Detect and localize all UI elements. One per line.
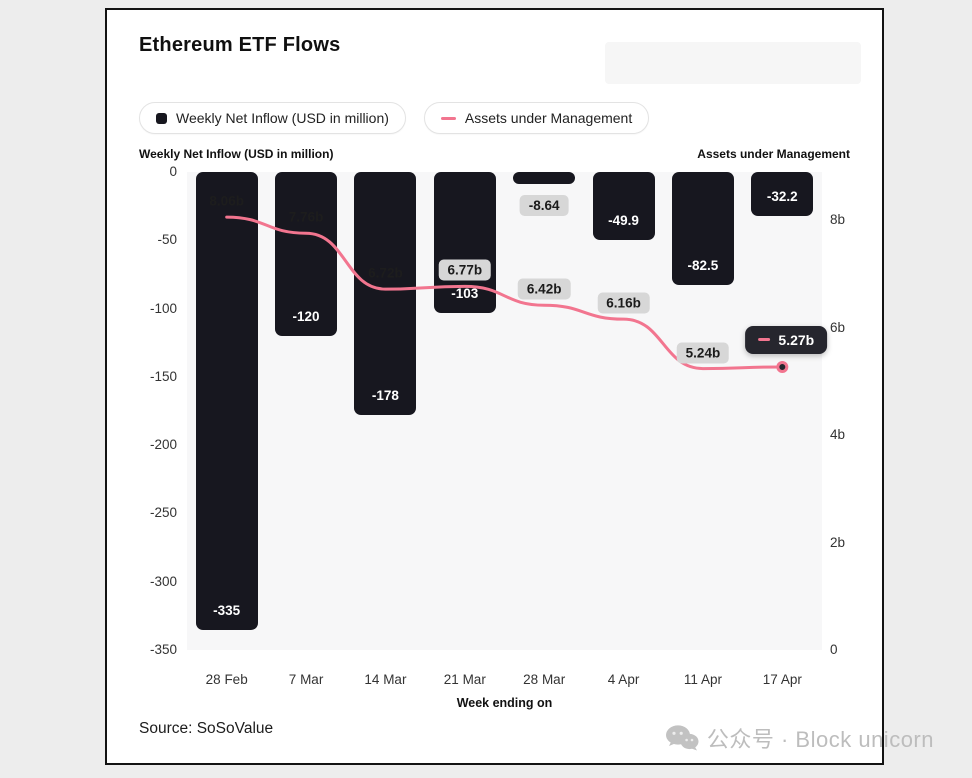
y-tick-left: -100 xyxy=(149,300,177,316)
left-axis-ticks: 0 -50 -100 -150 -200 -250 -300 -350 xyxy=(107,164,177,657)
x-tick-11-apr: 11 Apr xyxy=(683,672,722,687)
y-tick-right: 4b xyxy=(830,427,846,443)
aum-value-label: 5.24b xyxy=(676,342,730,364)
line-swatch-icon xyxy=(440,116,456,120)
x-tick-14-mar: 14 Mar xyxy=(364,672,407,687)
y-tick-left: -350 xyxy=(149,642,177,657)
aum-value-label: 7.76b xyxy=(288,209,324,225)
bar-value-label: -32.2 xyxy=(766,188,798,204)
aum-value-label: 6.77b xyxy=(438,259,492,281)
legend-label-aum: Assets under Management xyxy=(464,110,633,126)
plot-area: -335 -120 -178 -103 -8.64 -49.9 -82.5 -32.2 8.06… xyxy=(187,172,828,650)
aum-value-label: 8.06b xyxy=(209,193,244,209)
y-tick-right: 6b xyxy=(830,319,846,335)
x-axis-ticks: 28 Feb 7 Mar 14 Mar 21 Mar 28 Mar 4 Apr 11 Apr… xyxy=(187,666,822,687)
chart-area: 0 -50 -100 -150 -200 -250 -300 -350 -335 -120 -17… xyxy=(107,164,886,717)
source-credit: Source: SoSoValue xyxy=(139,720,274,737)
bar-17-apr[interactable] xyxy=(751,172,814,216)
bar-7-mar[interactable] xyxy=(275,172,338,336)
wechat-icon xyxy=(665,725,699,751)
bar-11-apr[interactable] xyxy=(671,172,734,285)
right-axis-ticks: 8b 6b 4b 2b 0 xyxy=(830,172,886,657)
aum-tooltip: 5.27b xyxy=(745,325,828,354)
right-axis-title: Assets under Management xyxy=(697,147,850,161)
bar-value-label: -8.64 xyxy=(519,194,569,216)
y-tick-left: -50 xyxy=(157,232,177,248)
aum-value-label: 6.42b xyxy=(517,278,571,300)
legend-item-aum[interactable]: Assets under Management xyxy=(423,102,650,134)
x-axis-title: Week ending on xyxy=(456,696,553,710)
x-tick-28-feb: 28 Feb xyxy=(205,672,248,687)
y-tick-left: -250 xyxy=(149,505,177,521)
aum-value-label: 6.72b xyxy=(368,265,403,281)
chart-title: Ethereum ETF Flows xyxy=(139,34,341,56)
x-tick-4-apr: 4 Apr xyxy=(607,672,640,687)
bar-28-mar[interactable] xyxy=(513,172,576,184)
brand-watermark: 公众号 · Block unicorn xyxy=(665,722,934,754)
bar-swatch-icon xyxy=(156,112,167,124)
x-tick-17-apr: 17 Apr xyxy=(762,672,802,687)
x-tick-21-mar: 21 Mar xyxy=(443,672,486,687)
y-tick-left: -150 xyxy=(149,368,177,384)
y-tick-right: 2b xyxy=(830,534,846,550)
y-tick-right: 8b xyxy=(830,212,846,228)
tooltip-line-swatch-icon xyxy=(758,338,771,342)
aum-line-layer xyxy=(225,215,789,373)
legend: Weekly Net Inflow (USD in million) Asset… xyxy=(139,102,650,134)
bar-value-label: -103 xyxy=(451,285,479,301)
bar-value-label: -49.9 xyxy=(608,213,639,229)
legend-item-net-inflow[interactable]: Weekly Net Inflow (USD in million) xyxy=(139,102,406,134)
brand-watermark-text: 公众号 · Block unicorn xyxy=(706,727,934,752)
y-tick-left: -200 xyxy=(149,437,177,453)
y-tick-left: 0 xyxy=(169,164,177,179)
legend-label-net-inflow: Weekly Net Inflow (USD in million) xyxy=(176,110,389,126)
y-tick-left: -300 xyxy=(149,573,177,589)
bar-14-mar[interactable] xyxy=(354,172,417,416)
x-tick-28-mar: 28 Mar xyxy=(523,672,566,687)
bar-value-label: -82.5 xyxy=(687,257,719,273)
x-tick-7-mar: 7 Mar xyxy=(288,672,324,687)
aum-point-marker[interactable] xyxy=(776,360,789,373)
left-axis-title: Weekly Net Inflow (USD in million) xyxy=(139,147,334,161)
bar-4-apr[interactable] xyxy=(592,172,655,241)
bar-value-label: -120 xyxy=(292,308,320,324)
chart-card: Ethereum ETF Flows Weekly Net Inflow (US… xyxy=(105,8,884,765)
faint-watermark-block xyxy=(605,42,861,84)
aum-value-label: 6.16b xyxy=(597,292,650,314)
bar-value-label: -335 xyxy=(213,602,241,618)
aum-tooltip-value: 5.27b xyxy=(778,331,815,348)
y-tick-right: 0 xyxy=(830,642,838,657)
bar-28-feb[interactable] xyxy=(195,172,258,630)
bar-value-label: -178 xyxy=(371,388,399,404)
